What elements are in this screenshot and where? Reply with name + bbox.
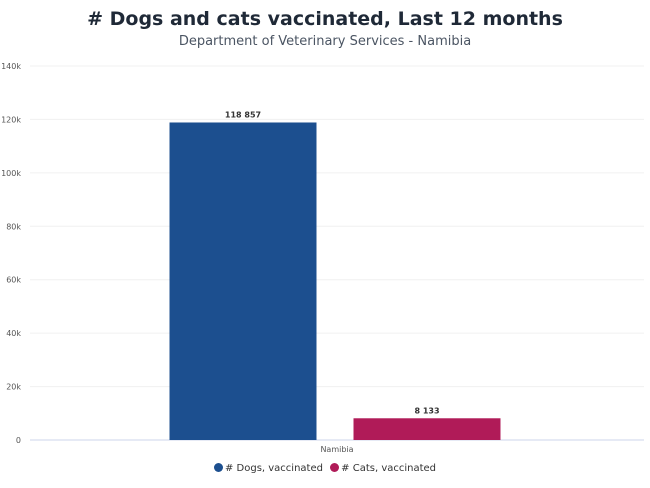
y-tick-label: 0: [16, 436, 21, 445]
y-tick-label: 140k: [1, 62, 21, 71]
y-tick-label: 20k: [6, 383, 21, 392]
bar-cats-vaccinated: [353, 418, 501, 440]
y-tick-label: 80k: [6, 222, 21, 231]
y-tick-label: 120k: [1, 115, 21, 124]
y-tick-label: 100k: [1, 169, 21, 178]
legend-item-cats[interactable]: # Cats, vaccinated: [330, 463, 436, 474]
legend-label-dogs: # Dogs, vaccinated: [224, 463, 323, 474]
chart-title: # Dogs and cats vaccinated, Last 12 mont…: [87, 8, 563, 30]
data-label-dogs-vaccinated: 118 857: [225, 110, 261, 119]
y-tick-label: 40k: [6, 329, 21, 338]
legend-marker-dogs: [213, 463, 223, 472]
chart-subtitle: Department of Veterinary Services - Nami…: [178, 34, 472, 49]
legend-item-dogs[interactable]: # Dogs, vaccinated: [213, 463, 323, 474]
legend: # Dogs, vaccinated # Cats, vaccinated: [0, 463, 650, 474]
data-label-cats-vaccinated: 8 133: [414, 406, 439, 415]
legend-label-cats: # Cats, vaccinated: [341, 463, 437, 474]
y-tick-label: 60k: [6, 276, 21, 285]
x-tick-label: Namibia: [320, 445, 353, 454]
legend-marker-cats: [330, 463, 340, 472]
bar-dogs-vaccinated: [169, 122, 317, 440]
